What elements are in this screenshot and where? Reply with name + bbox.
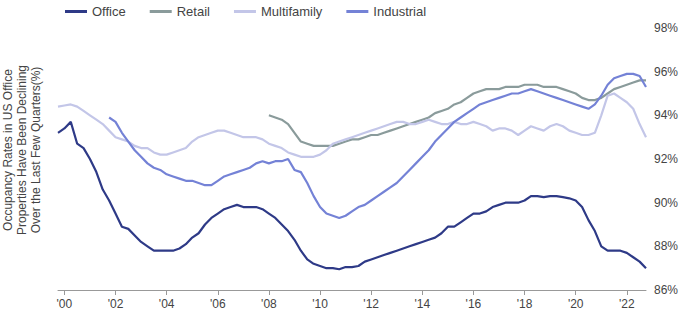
svg-text:Industrial: Industrial <box>373 4 426 19</box>
svg-text:'12: '12 <box>363 297 379 311</box>
svg-text:Office: Office <box>92 4 126 19</box>
svg-text:'08: '08 <box>261 297 277 311</box>
svg-text:86%: 86% <box>654 283 678 297</box>
svg-text:88%: 88% <box>654 239 678 253</box>
svg-text:Occupancy Rates in US Office: Occupancy Rates in US Office <box>1 69 15 231</box>
svg-text:Retail: Retail <box>177 4 210 19</box>
svg-text:'04: '04 <box>159 297 175 311</box>
svg-text:94%: 94% <box>654 108 678 122</box>
svg-text:Multifamily: Multifamily <box>261 4 323 19</box>
svg-text:98%: 98% <box>654 21 678 35</box>
svg-text:Over the Last Few Quarters(%): Over the Last Few Quarters(%) <box>29 67 43 234</box>
svg-text:'00: '00 <box>57 297 73 311</box>
svg-text:'14: '14 <box>414 297 430 311</box>
svg-text:'02: '02 <box>108 297 124 311</box>
svg-text:'16: '16 <box>466 297 482 311</box>
svg-text:'20: '20 <box>568 297 584 311</box>
svg-text:Properties Have Been Declining: Properties Have Been Declining <box>15 65 29 235</box>
svg-text:'18: '18 <box>517 297 533 311</box>
svg-text:'06: '06 <box>210 297 226 311</box>
svg-text:'22: '22 <box>619 297 635 311</box>
svg-text:'10: '10 <box>312 297 328 311</box>
svg-text:96%: 96% <box>654 65 678 79</box>
svg-text:92%: 92% <box>654 152 678 166</box>
svg-text:90%: 90% <box>654 196 678 210</box>
